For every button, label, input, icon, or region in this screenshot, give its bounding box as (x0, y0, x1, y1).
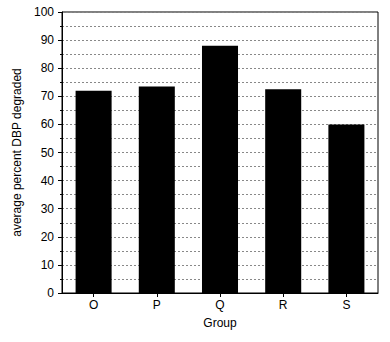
svg-text:80: 80 (41, 61, 55, 75)
svg-text:60: 60 (41, 117, 55, 131)
svg-text:100: 100 (34, 5, 54, 19)
svg-text:70: 70 (41, 89, 55, 103)
svg-text:average percent DBP degraded: average percent DBP degraded (10, 68, 24, 237)
svg-text:O: O (89, 298, 98, 312)
svg-text:50: 50 (41, 146, 55, 160)
svg-text:90: 90 (41, 33, 55, 47)
svg-text:40: 40 (41, 174, 55, 188)
svg-text:S: S (342, 298, 350, 312)
svg-text:Q: Q (215, 298, 224, 312)
svg-text:0: 0 (47, 286, 54, 300)
svg-text:10: 10 (41, 258, 55, 272)
svg-text:20: 20 (41, 230, 55, 244)
svg-text:30: 30 (41, 202, 55, 216)
svg-text:P: P (153, 298, 161, 312)
svg-text:Group: Group (203, 316, 237, 330)
svg-text:R: R (279, 298, 288, 312)
